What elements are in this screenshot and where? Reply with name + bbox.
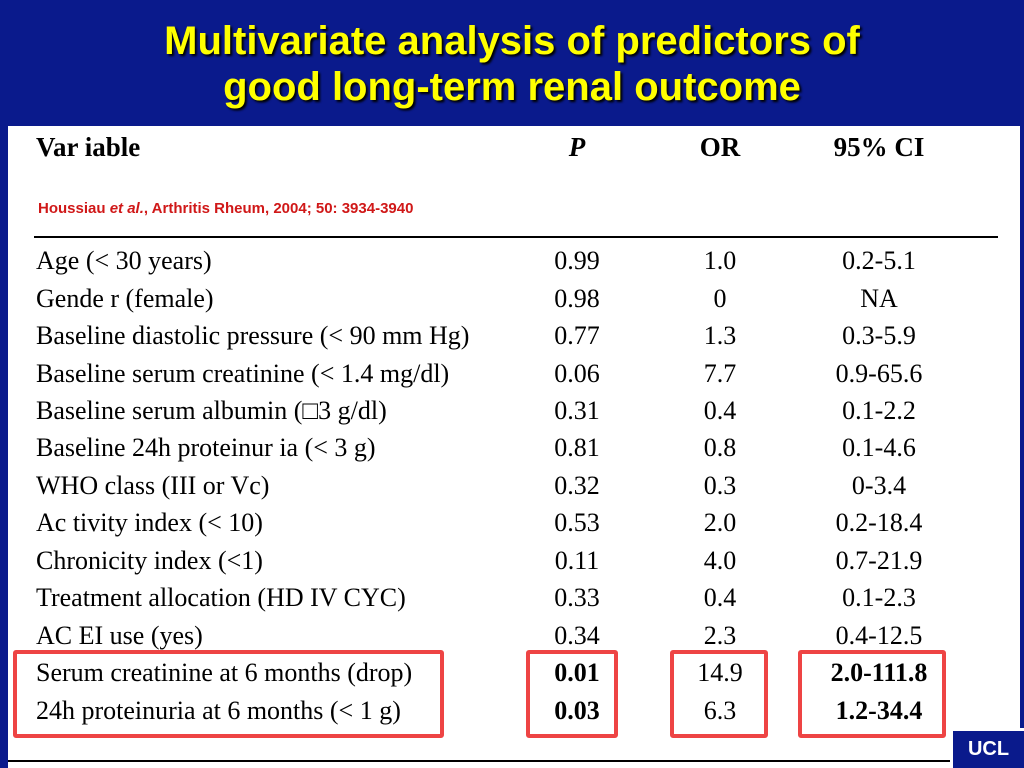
cell-ci: 2.0-111.8: [830, 658, 928, 687]
citation-source: , Arthritis Rheum, 2004; 50: 3934-3940: [143, 200, 414, 217]
table-row: Ac tivity index (< 10) 0.53 2.0 0.2-18.4: [0, 505, 1024, 541]
table-row: Age (< 30 years) 0.99 1.0 0.2-5.1: [0, 243, 1024, 279]
cell-or: 0.3: [703, 471, 737, 500]
cell-or: 4.0: [703, 546, 737, 575]
cell-variable: Serum creatinine at 6 months (drop): [36, 658, 413, 687]
table-row-highlighted: Serum creatinine at 6 months (drop) 0.01…: [0, 655, 1024, 691]
cell-p: 0.01: [554, 658, 600, 687]
table-row: Baseline serum albumin (□3 g/dl) 0.31 0.…: [0, 393, 1024, 429]
citation: Houssiau et al., Arthritis Rheum, 2004; …: [38, 200, 413, 217]
cell-p: 0.33: [554, 583, 600, 612]
cell-p: 0.77: [554, 321, 600, 350]
cell-ci: 0.4-12.5: [835, 621, 923, 650]
cell-or: 2.0: [703, 508, 737, 537]
cell-or: 0.4: [703, 583, 737, 612]
cell-or: 6.3: [703, 696, 737, 725]
cell-or: 2.3: [703, 621, 737, 650]
cell-ci: 0.2-5.1: [842, 246, 916, 275]
table-row: Chronicity index (<1) 0.11 4.0 0.7-21.9: [0, 543, 1024, 579]
table-row: Baseline diastolic pressure (< 90 mm Hg)…: [0, 318, 1024, 354]
cell-variable: AC EI use (yes): [36, 621, 203, 650]
cell-variable: Baseline 24h proteinur ia (< 3 g): [36, 433, 376, 462]
table-row: AC EI use (yes) 0.34 2.3 0.4-12.5: [0, 618, 1024, 654]
cell-variable: Chronicity index (<1): [36, 546, 263, 575]
header-p: P: [568, 132, 586, 162]
cell-ci: 0.1-4.6: [842, 433, 916, 462]
cell-p: 0.53: [554, 508, 600, 537]
cell-ci: 0.3-5.9: [842, 321, 916, 350]
cell-variable: Baseline serum albumin (□3 g/dl): [36, 396, 387, 425]
ucl-logo: UCL: [950, 728, 1024, 768]
table-row: WHO class (III or Vc) 0.32 0.3 0-3.4: [0, 468, 1024, 504]
cell-p: 0.99: [554, 246, 600, 275]
table-panel: [8, 126, 1020, 768]
table-row-highlighted: 24h proteinuria at 6 months (< 1 g) 0.03…: [0, 693, 1024, 729]
cell-or: 1.0: [703, 246, 737, 275]
table-row: Treatment allocation (HD IV CYC) 0.33 0.…: [0, 580, 1024, 616]
highlight-box-p: [526, 650, 618, 738]
cell-ci: NA: [860, 284, 898, 313]
highlight-box-variable: [13, 650, 444, 738]
cell-ci: 0.9-65.6: [835, 359, 923, 388]
table-row: Gende r (female) 0.98 0 NA: [0, 281, 1024, 317]
cell-or: 0.4: [703, 396, 737, 425]
cell-variable: Gende r (female): [36, 284, 214, 313]
cell-variable: Ac tivity index (< 10): [36, 508, 263, 537]
cell-p: 0.81: [554, 433, 600, 462]
cell-variable: Baseline serum creatinine (< 1.4 mg/dl): [36, 359, 450, 388]
ucl-logo-text: UCL: [967, 738, 1010, 760]
cell-p: 0.34: [554, 621, 600, 650]
table-row: Baseline serum creatinine (< 1.4 mg/dl) …: [0, 356, 1024, 392]
citation-etal: et al.: [109, 200, 144, 217]
table-header: Var iable P OR 95% CI: [0, 132, 1024, 166]
cell-variable: WHO class (III or Vc): [36, 471, 270, 500]
cell-p: 0.11: [554, 546, 600, 575]
header-variable: Var iable: [36, 132, 141, 162]
cell-ci: 0-3.4: [851, 471, 907, 500]
header-ci: 95% CI: [833, 132, 925, 162]
top-rule: [34, 236, 998, 238]
cell-p: 0.98: [554, 284, 600, 313]
cell-or: 14.9: [697, 658, 743, 687]
bottom-rule: [8, 760, 1020, 762]
cell-p: 0.31: [554, 396, 600, 425]
cell-variable: Baseline diastolic pressure (< 90 mm Hg): [36, 321, 470, 350]
cell-or: 0: [713, 284, 727, 313]
cell-ci: 0.7-21.9: [835, 546, 923, 575]
cell-ci: 0.2-18.4: [835, 508, 923, 537]
citation-author: Houssiau: [38, 200, 106, 217]
header-or: OR: [699, 132, 741, 162]
slide-title-line-1: Multivariate analysis of predictors of: [164, 19, 860, 63]
slide-title-line-2: good long-term renal outcome: [223, 65, 801, 109]
cell-ci: 0.1-2.3: [842, 583, 916, 612]
cell-variable: 24h proteinuria at 6 months (< 1 g): [36, 696, 401, 725]
cell-or: 1.3: [703, 321, 737, 350]
cell-or: 0.8: [703, 433, 737, 462]
cell-variable: Age (< 30 years): [36, 246, 212, 275]
cell-p: 0.32: [554, 471, 600, 500]
cell-or: 7.7: [703, 359, 737, 388]
cell-ci: 1.2-34.4: [835, 696, 923, 725]
cell-variable: Treatment allocation (HD IV CYC): [36, 583, 406, 612]
cell-p: 0.03: [554, 696, 600, 725]
cell-ci: 0.1-2.2: [842, 396, 916, 425]
highlight-box-or: [670, 650, 768, 738]
slide-title: Multivariate analysis of predictors of g…: [0, 0, 1024, 128]
highlight-box-ci: [798, 650, 946, 738]
table-row: Baseline 24h proteinur ia (< 3 g) 0.81 0…: [0, 430, 1024, 466]
cell-p: 0.06: [554, 359, 600, 388]
